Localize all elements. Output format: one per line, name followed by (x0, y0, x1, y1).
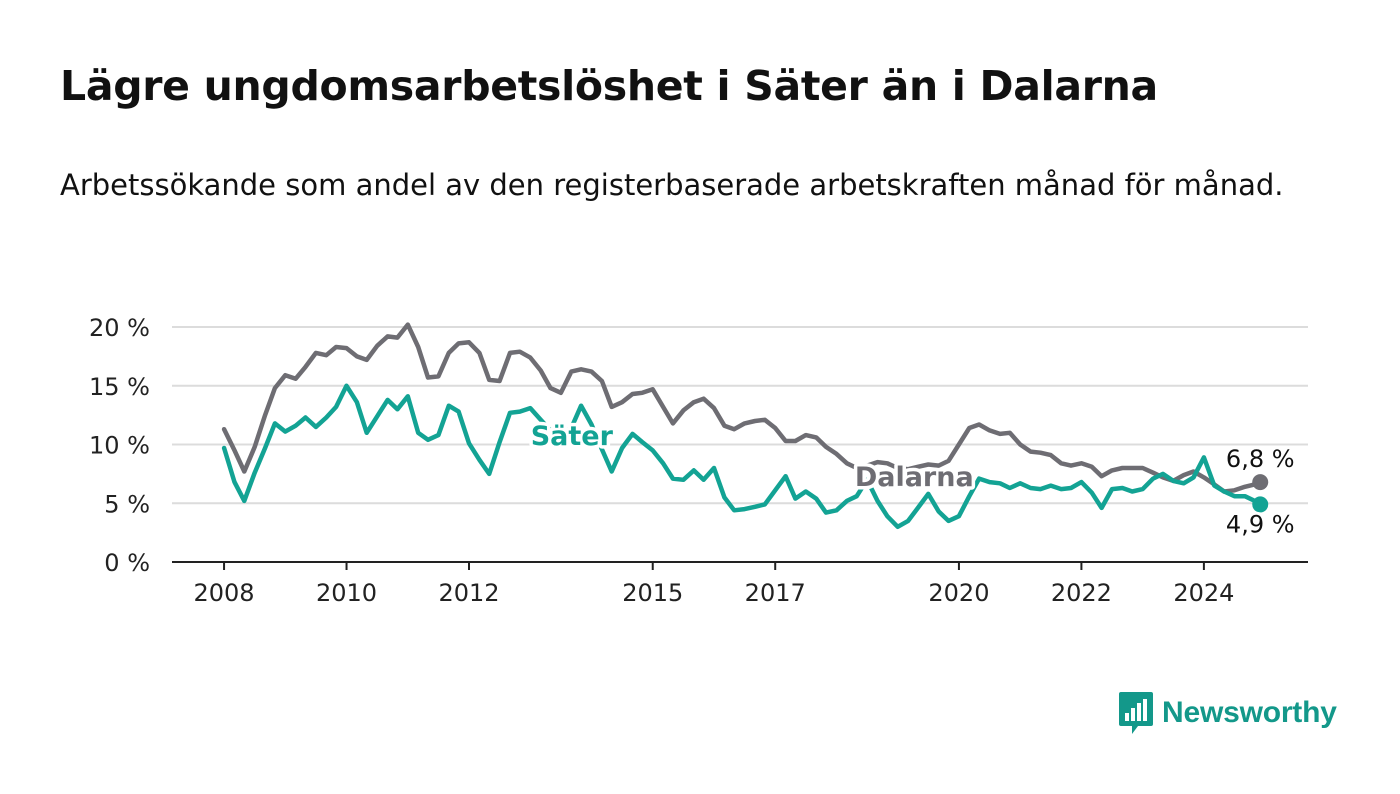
end-point-dalarna (1252, 474, 1269, 491)
end-value-label: 6,8 % (1226, 445, 1295, 473)
newsworthy-logo[interactable]: Newsworthy (1118, 690, 1337, 736)
gridlines (172, 326, 1308, 505)
x-axis-ticks: 2008 2010 2012 2015 2017 2020 2022 2024 (194, 562, 1234, 607)
bar-chart-speech-bubble-icon (1119, 692, 1153, 734)
chart-subtitle: Arbetssökande som andel av den registerb… (60, 168, 1284, 202)
y-tick-label: 0 % (104, 549, 150, 577)
y-tick-label: 5 % (104, 490, 150, 518)
x-tick-label: 2020 (928, 579, 989, 607)
x-tick-label: 2012 (438, 579, 499, 607)
series-lines (221, 322, 1269, 530)
series-label-dalarna: Dalarna (855, 462, 974, 493)
y-tick-label: 20 % (89, 314, 150, 342)
x-tick-label: 2015 (622, 579, 683, 607)
series-labels: Säter Dalarna 6,8 % 4,9 % (527, 418, 1297, 542)
y-axis-ticks: 0 % 5 % 10 % 15 % 20 % (89, 314, 150, 577)
end-value-label: 4,9 % (1226, 510, 1295, 538)
series-line-ster (221, 383, 1263, 530)
x-tick-label: 2008 (194, 579, 255, 607)
y-tick-label: 10 % (89, 432, 150, 460)
chart-title: Lägre ungdomsarbetslöshet i Säter än i D… (60, 62, 1158, 110)
x-tick-label: 2010 (316, 579, 377, 607)
y-tick-label: 15 % (89, 373, 150, 401)
x-tick-label: 2022 (1051, 579, 1112, 607)
x-tick-label: 2024 (1173, 579, 1234, 607)
brand-name: Newsworthy (1162, 696, 1337, 729)
end-point-ster (1252, 496, 1269, 513)
series-label-ster: Säter (531, 421, 614, 452)
x-tick-label: 2017 (745, 579, 806, 607)
series-line-dalarna (221, 322, 1263, 494)
